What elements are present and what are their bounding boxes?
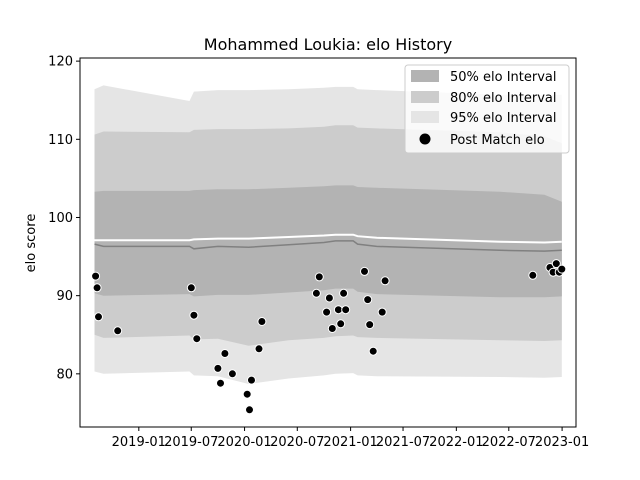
- legend-swatch-80: [411, 91, 439, 103]
- post-match-point-3: [113, 326, 123, 336]
- x-tick-label-8: 2023-01: [535, 435, 589, 450]
- legend-box: [404, 64, 570, 154]
- post-match-point-21: [333, 305, 343, 315]
- post-match-point-6: [192, 334, 202, 344]
- x-tick-label-1: 2019-07: [164, 435, 218, 450]
- legend-swatch-50: [411, 70, 439, 82]
- y-tick-label-0: 80: [56, 367, 73, 382]
- post-match-point-7: [213, 363, 223, 373]
- x-axis-ticks: 2019-012019-072020-012020-072021-012021-…: [112, 427, 589, 450]
- post-match-point-0: [91, 271, 101, 281]
- legend-label-point: Post Match elo: [450, 133, 545, 148]
- post-match-point-13: [247, 375, 256, 385]
- x-tick-label-0: 2019-01: [112, 435, 166, 450]
- elo-lines: [94, 233, 562, 252]
- post-match-point-1: [92, 283, 102, 293]
- post-match-point-9: [220, 349, 230, 358]
- legend-swatch-95: [411, 111, 439, 123]
- y-tick-label-4: 120: [48, 55, 73, 70]
- legend-marker-point: [419, 133, 431, 145]
- plot-area: [91, 85, 567, 415]
- y-tick-label-2: 100: [48, 211, 73, 226]
- legend: 50% elo Interval 80% elo Interval 95% el…: [404, 64, 570, 154]
- axes-frame: [79, 57, 577, 428]
- y-axis-ticks: 80 90 100 110 120: [48, 55, 80, 382]
- x-tick-label-7: 2022-07: [482, 435, 536, 450]
- post-match-point-23: [339, 288, 349, 298]
- post-match-point-31: [528, 270, 538, 280]
- post-match-point-24: [341, 305, 351, 315]
- post-match-point-2: [94, 312, 103, 322]
- post-match-point-11: [242, 389, 252, 399]
- post-match-point-17: [314, 272, 324, 282]
- legend-label-80: 80% elo Interval: [450, 91, 557, 106]
- post-match-point-14: [254, 344, 264, 354]
- post-match-point-15: [257, 317, 267, 326]
- legend-label-95: 95% elo Interval: [450, 111, 557, 126]
- x-tick-label-5: 2021-07: [376, 435, 430, 450]
- post-match-point-12: [245, 405, 254, 415]
- post-match-point-19: [324, 293, 334, 303]
- post-match-point-20: [327, 324, 337, 333]
- post-match-point-27: [365, 320, 375, 330]
- post-match-point-34: [551, 259, 561, 269]
- y-axis-label: elo score: [24, 214, 39, 273]
- x-tick-label-3: 2020-07: [270, 435, 324, 450]
- upper-elo-line: [94, 233, 562, 244]
- post-match-point-10: [227, 369, 237, 379]
- post-match-point-29: [377, 307, 387, 317]
- post-match-point-16: [311, 288, 321, 298]
- post-match-point-26: [363, 295, 373, 305]
- x-tick-label-4: 2021-01: [323, 435, 377, 450]
- post-match-point-30: [380, 276, 390, 286]
- post-match-point-28: [368, 346, 378, 356]
- y-tick-label-1: 90: [56, 289, 73, 304]
- chart-title: Mohammed Loukia: elo History: [204, 35, 452, 54]
- mean-elo-line: [94, 240, 562, 252]
- post-match-points: [91, 259, 567, 415]
- legend-label-50: 50% elo Interval: [450, 70, 557, 85]
- post-match-point-4: [186, 283, 196, 293]
- post-match-point-5: [189, 310, 199, 320]
- post-match-point-8: [216, 378, 225, 388]
- x-tick-label-6: 2022-01: [429, 435, 483, 450]
- post-match-point-22: [336, 319, 346, 329]
- y-tick-label-3: 110: [48, 133, 73, 148]
- post-match-point-18: [322, 307, 332, 317]
- post-match-point-36: [557, 264, 567, 274]
- x-tick-label-2: 2020-01: [217, 435, 271, 450]
- post-match-point-25: [360, 266, 369, 276]
